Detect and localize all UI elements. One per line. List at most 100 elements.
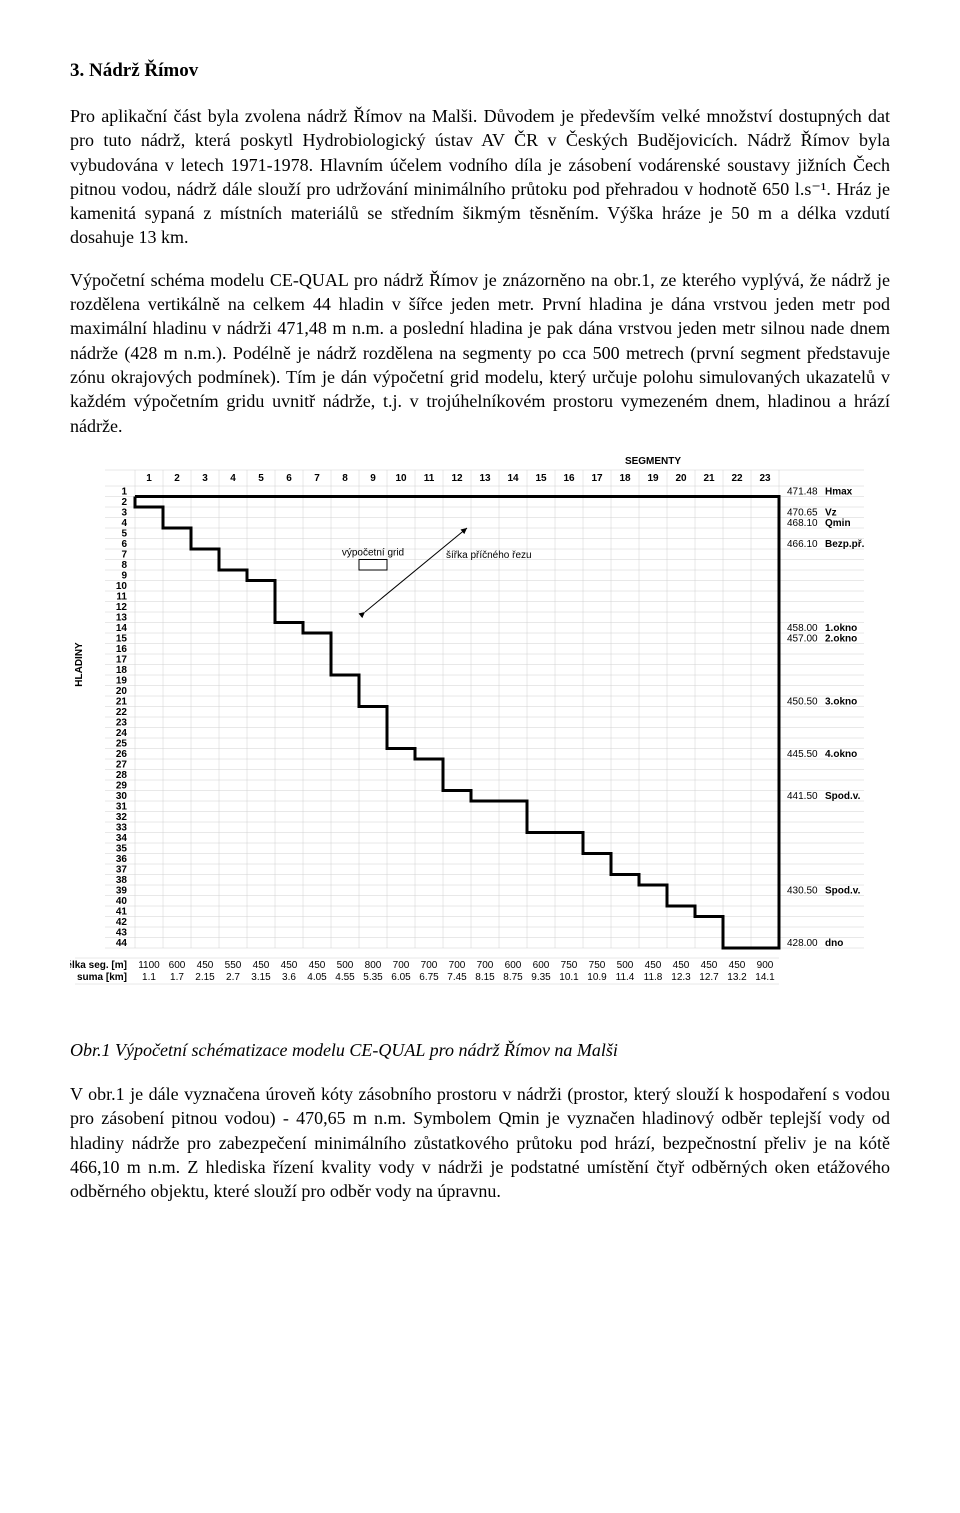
svg-text:13: 13 [479, 473, 491, 484]
section-heading: 3. Nádrž Římov [70, 60, 890, 82]
svg-text:450: 450 [701, 960, 718, 971]
svg-text:41: 41 [116, 906, 128, 917]
svg-text:34: 34 [116, 833, 128, 844]
svg-text:Spod.v.: Spod.v. [825, 791, 861, 802]
svg-text:2.okno: 2.okno [825, 633, 857, 644]
svg-text:10.9: 10.9 [587, 972, 607, 983]
svg-text:10.1: 10.1 [559, 972, 579, 983]
svg-text:600: 600 [505, 960, 522, 971]
svg-text:19: 19 [647, 473, 659, 484]
svg-text:7.45: 7.45 [447, 972, 467, 983]
svg-text:16: 16 [563, 473, 575, 484]
svg-text:900: 900 [757, 960, 774, 971]
svg-text:12: 12 [451, 473, 463, 484]
svg-text:2: 2 [174, 473, 180, 484]
svg-text:25: 25 [116, 738, 128, 749]
svg-text:32: 32 [116, 812, 128, 823]
paragraph-2: Výpočetní schéma modelu CE-QUAL pro nádr… [70, 268, 890, 438]
svg-text:3: 3 [121, 507, 127, 518]
svg-text:7: 7 [121, 549, 127, 560]
svg-text:2.7: 2.7 [226, 972, 240, 983]
svg-text:8.15: 8.15 [475, 972, 495, 983]
svg-text:9: 9 [370, 473, 376, 484]
svg-text:8.75: 8.75 [503, 972, 523, 983]
svg-text:3.6: 3.6 [282, 972, 296, 983]
svg-text:30: 30 [116, 791, 128, 802]
svg-text:3.okno: 3.okno [825, 696, 857, 707]
svg-text:6.75: 6.75 [419, 972, 439, 983]
svg-text:471.48: 471.48 [787, 486, 818, 497]
svg-text:11.4: 11.4 [616, 972, 635, 983]
svg-text:10: 10 [395, 473, 407, 484]
svg-text:23: 23 [759, 473, 771, 484]
svg-text:17: 17 [591, 473, 603, 484]
svg-text:40: 40 [116, 896, 128, 907]
svg-text:700: 700 [421, 960, 438, 971]
svg-text:11.8: 11.8 [644, 972, 663, 983]
svg-text:9.35: 9.35 [531, 972, 551, 983]
svg-text:27: 27 [116, 759, 128, 770]
svg-text:6: 6 [286, 473, 292, 484]
svg-text:441.50: 441.50 [787, 791, 818, 802]
svg-text:1100: 1100 [138, 960, 160, 971]
svg-text:468.10: 468.10 [787, 518, 818, 529]
svg-text:11: 11 [424, 473, 435, 484]
svg-text:10: 10 [116, 581, 128, 592]
svg-text:43: 43 [116, 927, 128, 938]
svg-text:21: 21 [703, 473, 715, 484]
svg-text:36: 36 [116, 854, 128, 865]
svg-text:38: 38 [116, 875, 128, 886]
svg-text:5: 5 [258, 473, 264, 484]
svg-text:457.00: 457.00 [787, 633, 818, 644]
svg-text:17: 17 [116, 654, 128, 665]
svg-text:18: 18 [116, 665, 128, 676]
svg-text:1.7: 1.7 [170, 972, 184, 983]
schematic-chart: SEGMENTY12345678910111213141516171819202… [70, 456, 890, 1016]
paragraph-1: Pro aplikační část byla zvolena nádrž Ří… [70, 104, 890, 250]
svg-text:6: 6 [121, 539, 127, 550]
svg-text:dno: dno [825, 938, 843, 949]
svg-text:13: 13 [116, 612, 128, 623]
svg-text:8: 8 [342, 473, 348, 484]
svg-text:42: 42 [116, 917, 128, 928]
svg-text:700: 700 [449, 960, 466, 971]
svg-text:21: 21 [116, 696, 128, 707]
svg-text:450: 450 [729, 960, 746, 971]
svg-text:445.50: 445.50 [787, 749, 818, 760]
svg-text:18: 18 [619, 473, 631, 484]
svg-text:450: 450 [253, 960, 270, 971]
svg-text:Bezp.př.: Bezp.př. [825, 539, 865, 550]
svg-text:2.15: 2.15 [195, 972, 215, 983]
svg-text:Hmax: Hmax [825, 486, 853, 497]
svg-text:8: 8 [121, 560, 127, 571]
figure-caption: Obr.1 Výpočetní schématizace modelu CE-Q… [70, 1038, 890, 1062]
svg-text:28: 28 [116, 770, 128, 781]
svg-text:450: 450 [197, 960, 214, 971]
svg-text:4: 4 [230, 473, 236, 484]
svg-text:2: 2 [121, 497, 127, 508]
svg-text:23: 23 [116, 717, 128, 728]
svg-text:16: 16 [116, 644, 128, 655]
svg-text:450: 450 [309, 960, 326, 971]
svg-text:31: 31 [116, 801, 128, 812]
svg-text:470.65: 470.65 [787, 507, 818, 518]
svg-text:4.05: 4.05 [307, 972, 327, 983]
svg-text:20: 20 [675, 473, 687, 484]
svg-text:44: 44 [116, 938, 128, 949]
svg-text:5: 5 [121, 528, 127, 539]
svg-text:700: 700 [477, 960, 494, 971]
svg-text:33: 33 [116, 822, 128, 833]
svg-text:500: 500 [337, 960, 354, 971]
svg-text:4.55: 4.55 [335, 972, 355, 983]
svg-text:22: 22 [116, 707, 128, 718]
svg-text:19: 19 [116, 675, 128, 686]
svg-text:5.35: 5.35 [363, 972, 383, 983]
svg-text:428.00: 428.00 [787, 938, 818, 949]
svg-text:20: 20 [116, 686, 128, 697]
svg-text:500: 500 [617, 960, 634, 971]
svg-text:15: 15 [535, 473, 547, 484]
svg-text:HLADINY: HLADINY [74, 642, 85, 687]
svg-text:14: 14 [507, 473, 519, 484]
paragraph-3: V obr.1 je dále vyznačena úroveň kóty zá… [70, 1082, 890, 1203]
svg-text:700: 700 [393, 960, 410, 971]
